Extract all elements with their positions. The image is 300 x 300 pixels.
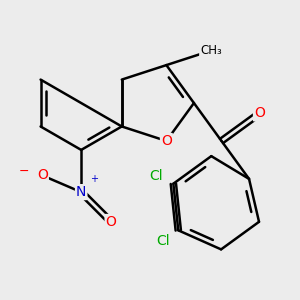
Text: Cl: Cl: [156, 234, 170, 248]
Text: CH₃: CH₃: [200, 44, 222, 57]
Text: +: +: [90, 174, 98, 184]
Text: Cl: Cl: [149, 169, 163, 183]
Text: O: O: [37, 169, 48, 182]
Text: O: O: [106, 215, 116, 229]
Text: N: N: [76, 185, 86, 199]
Text: O: O: [161, 134, 172, 148]
Text: −: −: [18, 165, 29, 178]
Text: O: O: [254, 106, 265, 120]
